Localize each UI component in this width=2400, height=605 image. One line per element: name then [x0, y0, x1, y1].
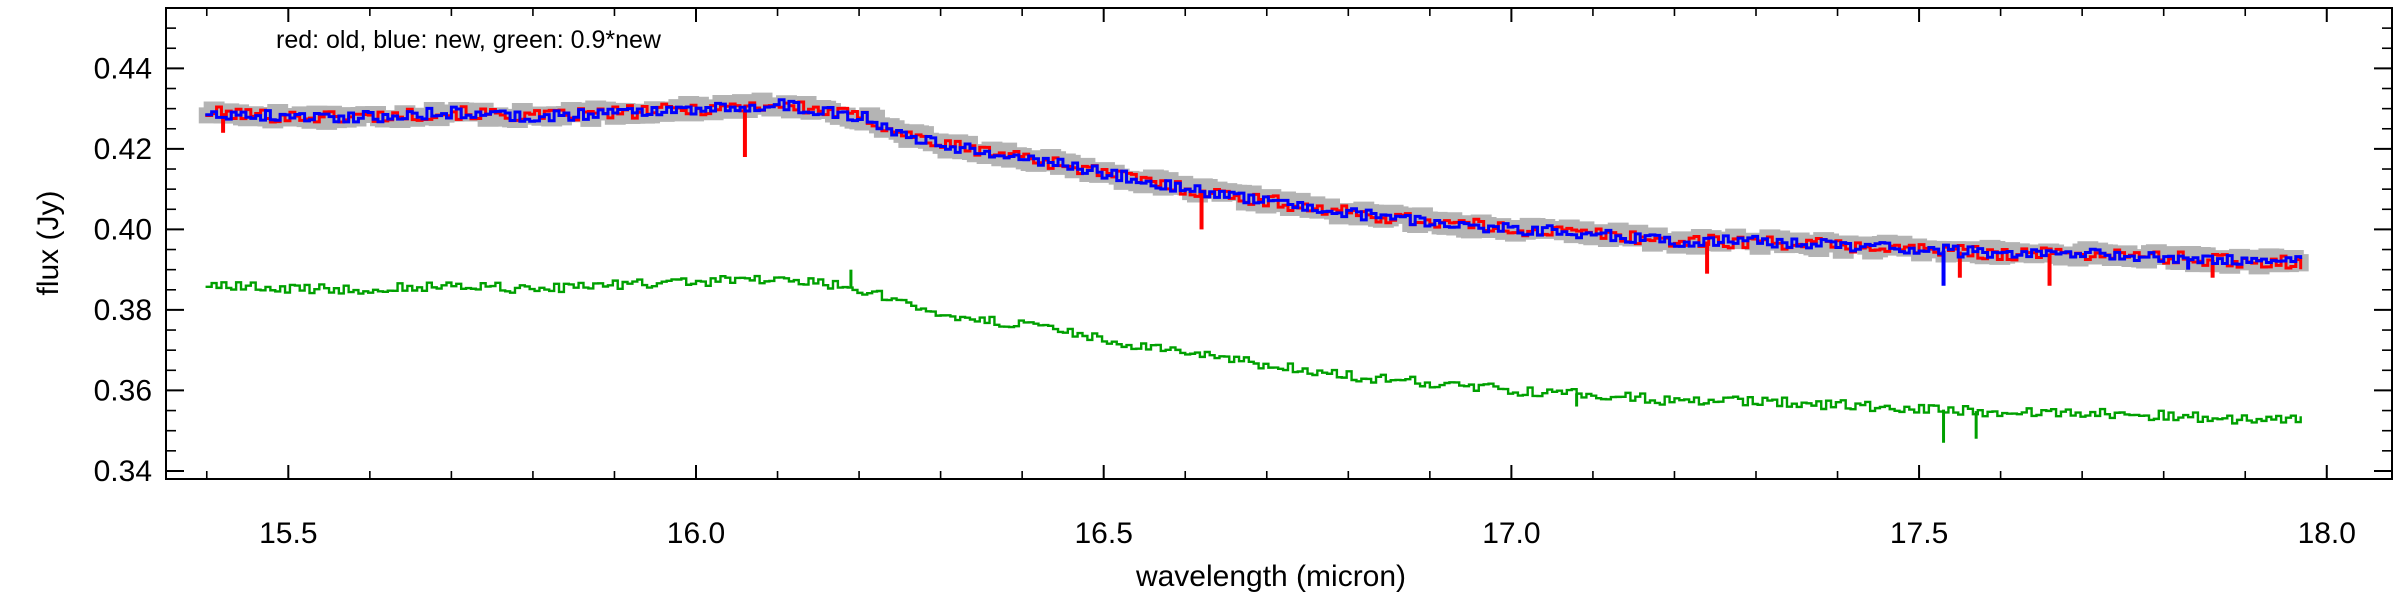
y-tick-label: 0.42: [94, 133, 152, 166]
annotation-text: red: old, blue: new, green: 0.9*new: [276, 26, 662, 54]
y-tick-label: 0.38: [94, 294, 152, 327]
x-tick-label: 16.5: [1074, 517, 1132, 550]
axis-layer: 15.5 16.0 16.5 17.0 17.5 18.0 0.34 0.36 0.38 0.40…: [94, 7, 2393, 550]
y-tick-label: 0.34: [94, 455, 152, 488]
plot-layer: [198, 92, 2309, 443]
y-tick-label: 0.40: [94, 213, 152, 246]
x-tick-label: 18.0: [2298, 517, 2356, 550]
y-tick-label: 0.36: [94, 374, 152, 407]
y-axis-label: flux (Jy): [32, 191, 65, 296]
series-line-new: [205, 98, 2303, 266]
x-axis-label: wavelength (micron): [1135, 560, 1406, 593]
x-tick-label: 17.5: [1890, 517, 1948, 550]
x-tick-label: 15.5: [259, 517, 317, 550]
x-tick-label: 16.0: [667, 517, 725, 550]
plot-frame: [165, 7, 2393, 480]
y-tick-label: 0.44: [94, 52, 152, 85]
series-line-0-9xnew: [205, 274, 2302, 425]
x-tick-label: 17.0: [1482, 517, 1540, 550]
